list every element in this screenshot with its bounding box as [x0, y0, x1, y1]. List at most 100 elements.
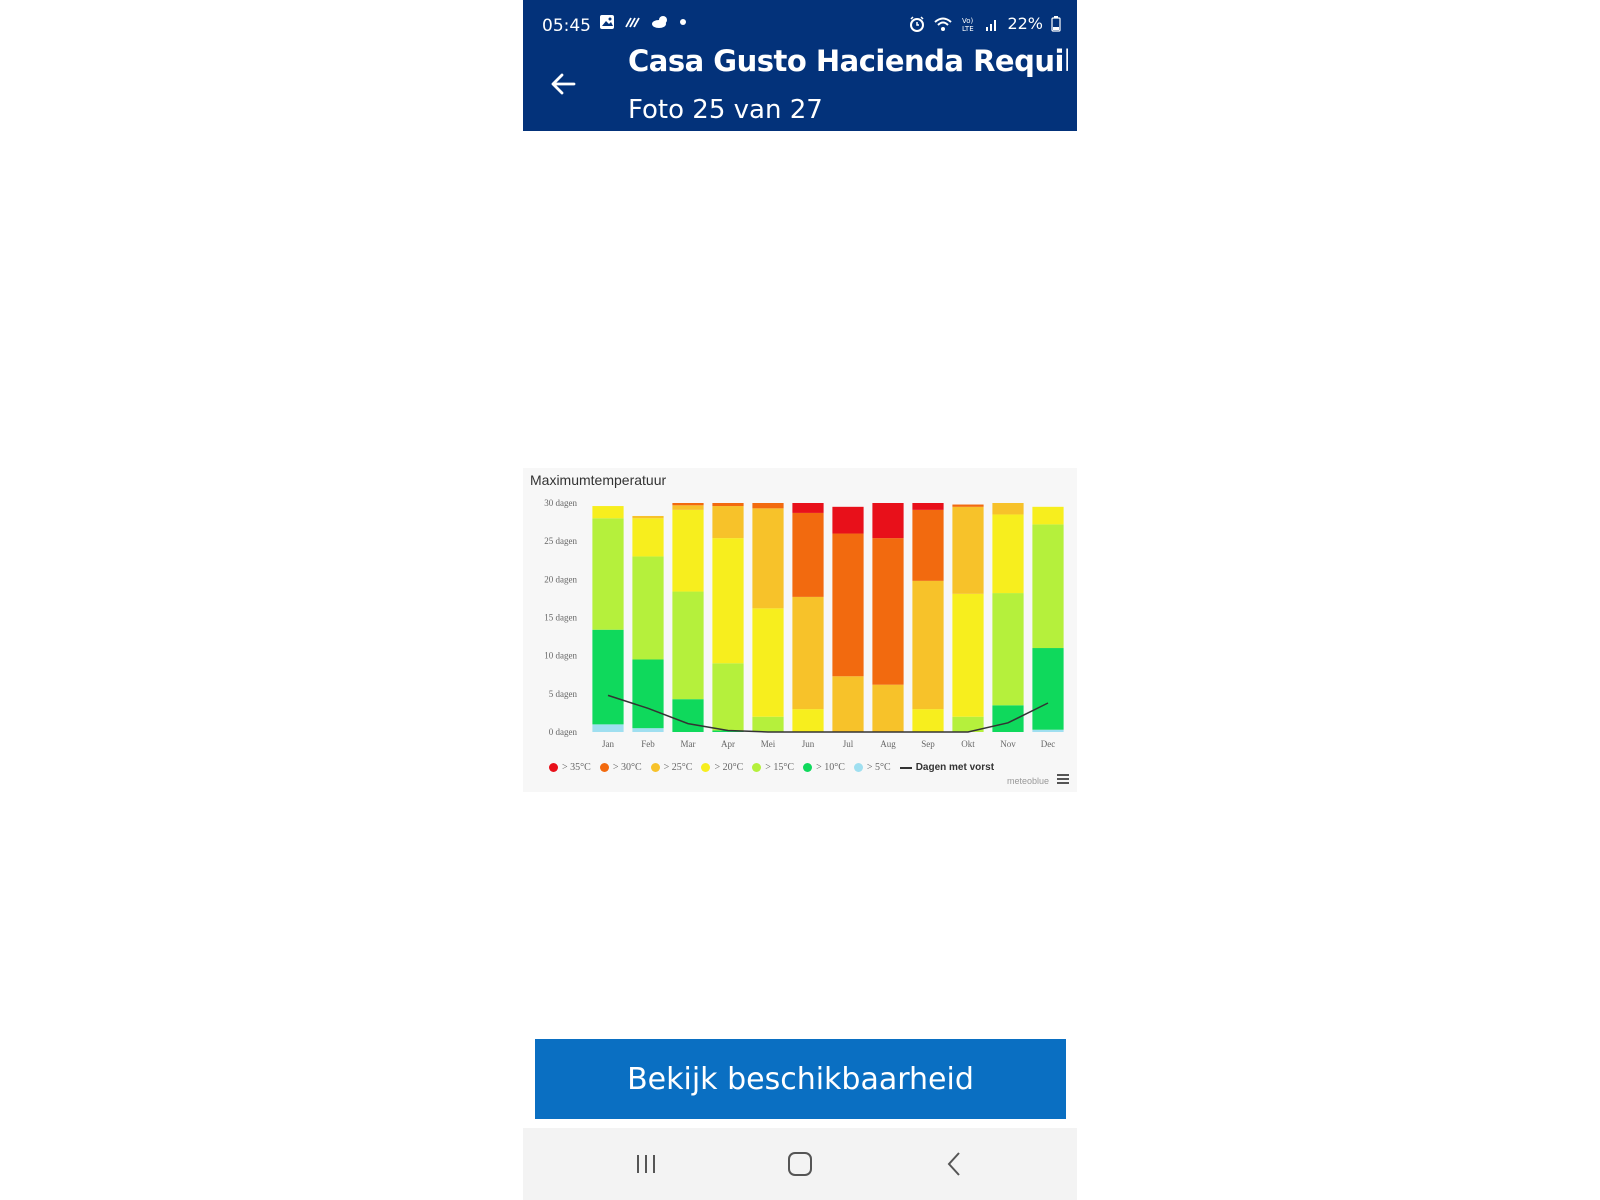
legend-dot: [549, 763, 558, 772]
photo-counter: Foto 25 van 27: [628, 95, 823, 125]
back-button[interactable]: [545, 66, 581, 102]
bar-segment: [992, 593, 1024, 706]
bar-segment: [1032, 524, 1064, 649]
header-bar: 05:45 Vo) LTE 22% Casa Gusto Hacienda Req…: [523, 0, 1077, 131]
cell-signal-icon: [986, 19, 997, 31]
bar-segment: [632, 518, 664, 557]
legend-label: > 10°C: [816, 762, 845, 773]
y-tick-label: 30 dagen: [544, 498, 577, 508]
bar-segment: [992, 705, 1024, 732]
check-availability-button[interactable]: Bekijk beschikbaarheid: [535, 1039, 1066, 1119]
chart-credit: meteoblue: [1006, 776, 1049, 786]
bar-segment: [592, 518, 624, 630]
legend-dot: [701, 763, 711, 772]
x-tick-label: Feb: [641, 739, 655, 749]
bar-segment: [712, 663, 744, 731]
bar-segment: [872, 538, 904, 685]
bar-segment: [912, 580, 944, 710]
battery-icon: [1051, 15, 1061, 32]
svg-text:LTE: LTE: [962, 25, 974, 32]
bar-segment: [752, 508, 784, 609]
bar-segment: [952, 716, 984, 732]
y-tick-label: 20 dagen: [544, 574, 577, 584]
arrow-left-icon: [551, 73, 576, 95]
bar-segment: [992, 503, 1024, 515]
bar-segment: [752, 608, 784, 717]
bar-segment: [1032, 729, 1064, 732]
y-tick-label: 10 dagen: [544, 651, 577, 661]
legend-item[interactable]: > 20°C: [701, 762, 743, 773]
y-tick-label: 0 dagen: [549, 727, 578, 737]
legend-dot: [650, 763, 660, 772]
chart-menu-icon[interactable]: [1057, 774, 1069, 784]
x-tick-label: Okt: [961, 739, 975, 749]
status-time: 05:45: [542, 16, 591, 36]
bar-segment: [632, 728, 664, 732]
bar-segment: [752, 503, 784, 509]
legend-item-frost[interactable]: Dagen met vorst: [899, 762, 994, 773]
bar-segment: [592, 629, 624, 725]
bar-segment: [632, 515, 664, 519]
legend-dot: [803, 763, 813, 772]
legend-dot: [599, 763, 609, 772]
frost-days-line: [607, 694, 1049, 733]
x-tick-label: Apr: [721, 739, 735, 749]
bar-segment: [712, 503, 744, 507]
recent-apps-button[interactable]: [626, 1146, 666, 1182]
temperature-chart: 0 dagen 5 dagen 10 dagen 15 dagen 20 dagen 25…: [544, 498, 1064, 749]
legend-item[interactable]: > 30°C: [599, 762, 642, 773]
phone-screen: 05:45 Vo) LTE 22% Casa Gusto Hacienda Req…: [523, 0, 1077, 1200]
bar-segment: [632, 556, 664, 660]
bar-segment: [592, 724, 624, 732]
weather-icon: [652, 16, 667, 28]
legend-item[interactable]: > 5°C: [853, 762, 891, 773]
bar-segment: [632, 659, 664, 729]
legend-item[interactable]: > 10°C: [803, 762, 845, 773]
back-nav-button[interactable]: [934, 1146, 974, 1182]
bar-segment: [672, 505, 704, 510]
volte-icon: Vo)LTE: [962, 17, 974, 32]
bar-segment: [792, 596, 824, 710]
bar-segment: [712, 538, 744, 664]
bar-segment: [952, 506, 984, 594]
home-button[interactable]: [780, 1146, 820, 1182]
legend-label: > 20°C: [714, 762, 744, 773]
notification-dot-icon: [680, 19, 686, 25]
bar-segment: [832, 533, 864, 677]
alarm-icon: [910, 15, 925, 32]
legend-label: > 15°C: [765, 762, 795, 773]
battery-percent: 22%: [1007, 14, 1043, 33]
bar-segment: [912, 509, 944, 581]
bar-segment: [792, 709, 824, 732]
legend-item[interactable]: > 35°C: [549, 762, 591, 773]
bar-segment: [672, 503, 704, 506]
bar-segment: [952, 504, 984, 507]
bar-segment: [792, 503, 824, 513]
navigation-bar: [523, 1128, 1077, 1200]
x-tick-label: Aug: [880, 739, 896, 749]
wifi-icon: [934, 17, 953, 31]
chart-image[interactable]: Maximumtemperatuur 0 dagen 5 dagen 10 dage…: [523, 468, 1077, 792]
legend-line-swatch: [899, 766, 912, 769]
svg-text:Vo): Vo): [962, 17, 974, 25]
legend-label: > 30°C: [612, 762, 642, 773]
bar-segment: [792, 512, 824, 597]
legend-label: > 35°C: [562, 762, 591, 773]
status-icons-left: [599, 14, 687, 30]
bar-segment: [712, 730, 744, 732]
x-tick-label: Mar: [681, 739, 696, 749]
legend-dot: [752, 763, 762, 772]
bar-segment: [752, 716, 784, 732]
x-tick-label: Jul: [843, 739, 854, 749]
bar-segment: [872, 503, 904, 539]
y-tick-label: 25 dagen: [544, 536, 577, 546]
legend-item[interactable]: > 15°C: [752, 762, 794, 773]
bar-segment: [712, 506, 744, 539]
legend-item[interactable]: > 25°C: [650, 762, 692, 773]
x-tick-label: Nov: [1000, 739, 1016, 749]
back-nav-icon: [947, 1152, 960, 1176]
chart-title: Maximumtemperatuur: [530, 472, 667, 488]
bar-segment: [952, 593, 984, 717]
bar-segment: [912, 709, 944, 732]
bar-segment: [672, 591, 704, 700]
